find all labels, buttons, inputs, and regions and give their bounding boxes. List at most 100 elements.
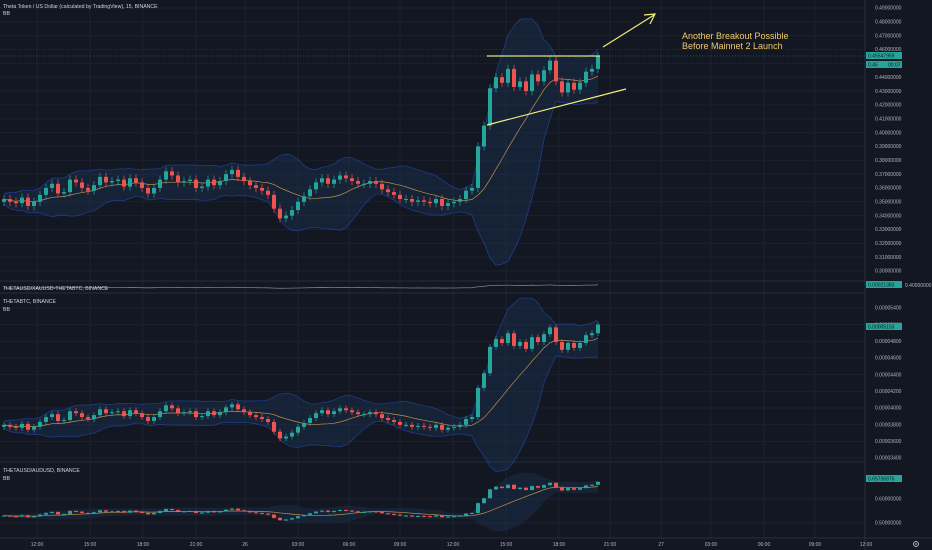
price-tick-label: 0.00004600 bbox=[875, 356, 902, 362]
candle-body bbox=[440, 515, 444, 518]
candle-body bbox=[572, 343, 576, 348]
gear-icon[interactable] bbox=[913, 541, 919, 547]
candle-body bbox=[488, 346, 492, 374]
candle-body bbox=[194, 510, 198, 513]
spread-title[interactable]: THETAUSD/XAUUSD-THETABTC, BINANCE bbox=[3, 286, 109, 292]
candle-body bbox=[326, 410, 330, 415]
candle-body bbox=[206, 411, 210, 417]
candle-body bbox=[80, 182, 84, 188]
candle-body bbox=[44, 187, 48, 195]
spread-line bbox=[3, 284, 599, 289]
candle-body bbox=[440, 424, 444, 430]
spread-axis-label: 0.40000000 bbox=[905, 283, 932, 289]
candle-body bbox=[20, 423, 24, 428]
time-tick-label: 12:00 bbox=[447, 542, 460, 548]
time-tick-label: 21:00 bbox=[604, 542, 617, 548]
thetabtc-indicator-label[interactable]: BB bbox=[3, 307, 10, 313]
candle-body bbox=[464, 513, 468, 516]
main-chart-title[interactable]: Theta Token / US Dollar (calculated by T… bbox=[3, 4, 158, 10]
price-tick-label: 0.00003600 bbox=[875, 439, 902, 445]
candle-body bbox=[38, 514, 42, 517]
time-axis[interactable]: 12:00 15:00 18:00 21:00 26 03:00 06:00 09:00 12:… bbox=[31, 542, 873, 548]
thetabtc-title[interactable]: THETABTC, BINANCE bbox=[3, 299, 56, 305]
price-axis-thetaaud[interactable]: 0.60000000 0.50000000 bbox=[875, 497, 902, 527]
candle-body bbox=[410, 515, 414, 517]
candle-body bbox=[392, 419, 396, 422]
price-tick-label: 0.00003800 bbox=[875, 422, 902, 428]
candle-body bbox=[356, 511, 360, 513]
candles-main bbox=[2, 52, 600, 223]
thetabtc-pane[interactable] bbox=[2, 297, 600, 472]
candle-body bbox=[332, 411, 336, 415]
candle-body bbox=[212, 179, 216, 186]
candle-body bbox=[68, 411, 72, 420]
candle-body bbox=[200, 186, 204, 188]
candle-body bbox=[482, 125, 486, 147]
candle-body bbox=[350, 410, 354, 413]
candle-body bbox=[290, 210, 294, 216]
candle-body bbox=[164, 509, 168, 511]
candle-body bbox=[260, 187, 264, 191]
candle-body bbox=[146, 512, 150, 515]
breakout-arrow-shaft[interactable] bbox=[602, 14, 655, 48]
candle-body bbox=[596, 481, 600, 485]
candle-body bbox=[362, 511, 366, 513]
candle-body bbox=[224, 407, 228, 413]
price-tick-label: 0.00005400 bbox=[875, 306, 902, 312]
candle-body bbox=[56, 183, 60, 194]
candle-body bbox=[374, 181, 378, 184]
candle-body bbox=[530, 486, 534, 491]
spread-pane[interactable] bbox=[3, 284, 599, 289]
candle-body bbox=[218, 511, 222, 513]
support-line[interactable] bbox=[486, 88, 627, 126]
trendline-annotations[interactable] bbox=[0, 13, 865, 126]
candle-body bbox=[524, 487, 528, 491]
candle-body bbox=[428, 201, 432, 204]
candle-body bbox=[404, 515, 408, 517]
candle-body bbox=[182, 412, 186, 414]
candle-body bbox=[482, 373, 486, 388]
time-tick-label: 06:00 bbox=[758, 542, 771, 548]
candle-body bbox=[194, 179, 198, 188]
candle-body bbox=[212, 411, 216, 416]
candle-body bbox=[92, 185, 96, 191]
candle-body bbox=[392, 192, 396, 195]
price-tick-label: 0.31000000 bbox=[875, 255, 902, 261]
candle-body bbox=[116, 179, 120, 182]
main-indicator-label[interactable]: BB bbox=[3, 11, 10, 17]
candle-body bbox=[314, 413, 318, 419]
candle-body bbox=[488, 489, 492, 499]
candle-body bbox=[74, 411, 78, 414]
candle-body bbox=[116, 510, 120, 512]
time-tick-label: 09:00 bbox=[809, 542, 822, 548]
thetaaud-title[interactable]: THETAUSD/AUDUSD, BINANCE bbox=[3, 468, 80, 474]
candle-body bbox=[338, 510, 342, 512]
candle-body bbox=[92, 415, 96, 420]
candle-body bbox=[254, 415, 258, 418]
candle-body bbox=[242, 510, 246, 512]
candle-body bbox=[536, 74, 540, 82]
main-price-pane[interactable] bbox=[2, 18, 600, 266]
candle-body bbox=[536, 486, 540, 488]
candle-body bbox=[470, 187, 474, 191]
candle-body bbox=[350, 510, 354, 512]
candle-body bbox=[416, 200, 420, 202]
band-lower bbox=[3, 100, 599, 266]
candle-body bbox=[368, 511, 372, 513]
candle-body bbox=[320, 510, 324, 512]
price-tick-label: 0.00004000 bbox=[875, 406, 902, 412]
candle-body bbox=[476, 146, 480, 188]
candle-body bbox=[560, 81, 564, 93]
thetaaud-indicator-label[interactable]: BB bbox=[3, 476, 10, 482]
thetaaud-pane[interactable] bbox=[2, 472, 600, 532]
candle-body bbox=[338, 408, 342, 412]
candle-body bbox=[590, 333, 594, 336]
price-axis-main[interactable]: 0.49000000 0.48000000 0.47000000 0.46000000… bbox=[875, 6, 902, 275]
candle-body bbox=[8, 515, 12, 517]
svg-text:0.65736876: 0.65736876 bbox=[868, 477, 895, 483]
price-tick-label: 0.34000000 bbox=[875, 213, 902, 219]
price-tick-label: 0.39000000 bbox=[875, 144, 902, 150]
candle-body bbox=[134, 410, 138, 414]
candle-body bbox=[410, 199, 414, 202]
